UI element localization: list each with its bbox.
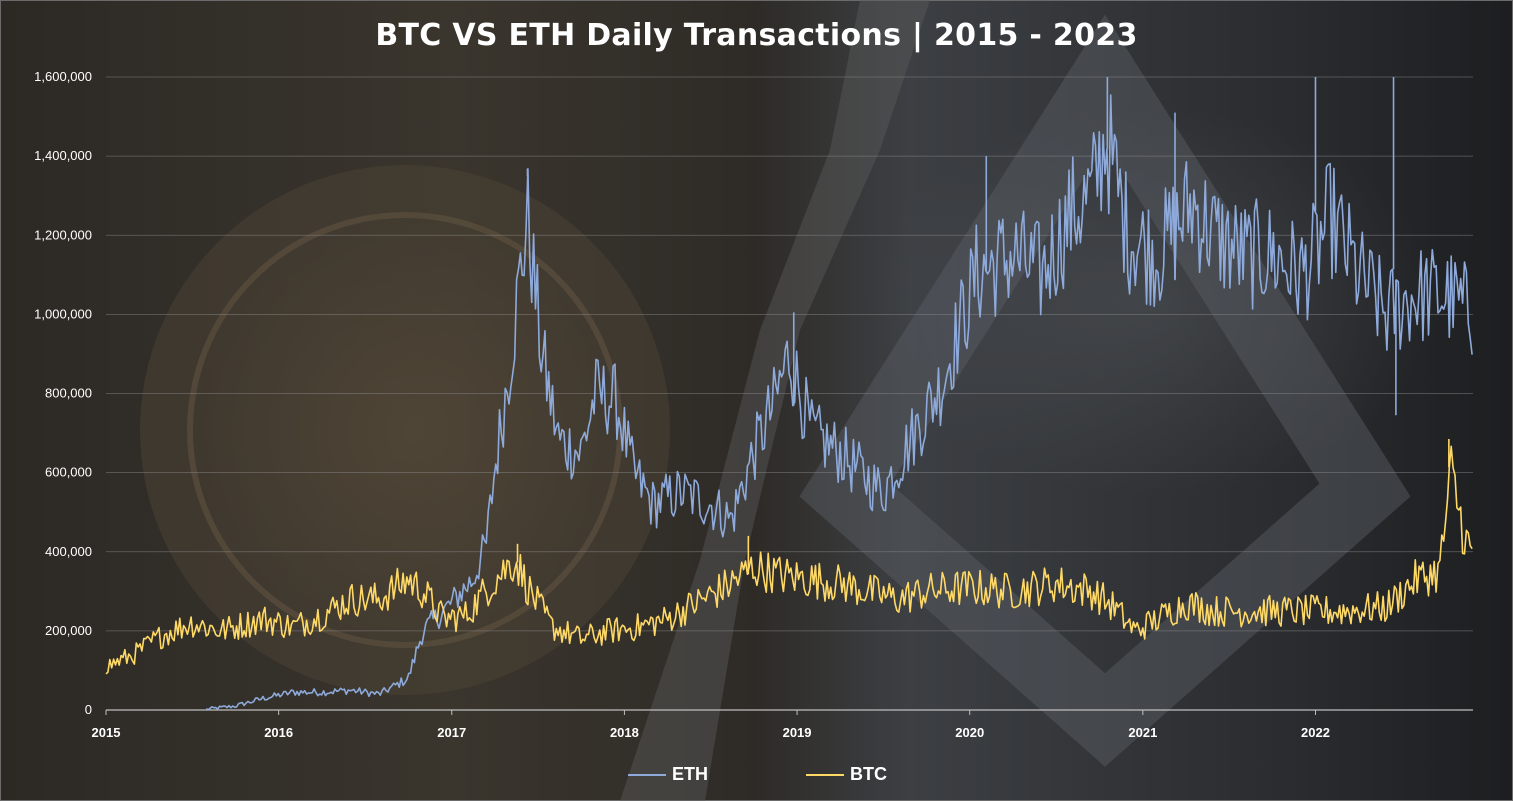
y-axis: 0 200,000 400,000 600,000 800,000 1,000,000 1,… (34, 69, 92, 717)
x-tick-label: 2021 (1128, 725, 1157, 740)
x-tick-label: 2016 (264, 725, 293, 740)
y-tick-label: 1,200,000 (34, 227, 92, 242)
y-tick-label: 600,000 (45, 465, 92, 480)
y-tick-label: 1,000,000 (34, 306, 92, 321)
series-line-eth (205, 94, 1473, 711)
chart-title: BTC VS ETH Daily Transactions | 2015 - 2… (375, 18, 1138, 53)
y-tick-label: 0 (85, 702, 92, 717)
legend-label-btc: BTC (850, 764, 887, 784)
diamond-artwork (799, 14, 1411, 767)
x-tick-label: 2019 (783, 725, 812, 740)
legend-swatch-eth (628, 773, 666, 776)
gridlines (106, 76, 1473, 711)
x-axis: 2015 2016 2017 2018 2019 2020 2021 2022 (92, 710, 1330, 740)
x-tick-label: 2017 (437, 725, 466, 740)
legend-item-eth: ETH (628, 764, 708, 785)
series-layer (105, 77, 1473, 711)
legend-label-eth: ETH (672, 764, 708, 784)
y-tick-label: 800,000 (45, 386, 92, 401)
legend-item-btc: BTC (806, 764, 887, 785)
x-tick-label: 2015 (92, 725, 121, 740)
series-line-btc (105, 445, 1473, 675)
y-tick-label: 1,600,000 (34, 69, 92, 84)
legend: ETH BTC (0, 764, 1513, 790)
x-tick-label: 2018 (610, 725, 639, 740)
legend-swatch-btc (806, 773, 844, 776)
y-tick-label: 400,000 (45, 544, 92, 559)
x-tick-label: 2020 (955, 725, 984, 740)
y-tick-label: 1,400,000 (34, 148, 92, 163)
x-tick-label: 2022 (1301, 725, 1330, 740)
y-tick-label: 200,000 (45, 623, 92, 638)
